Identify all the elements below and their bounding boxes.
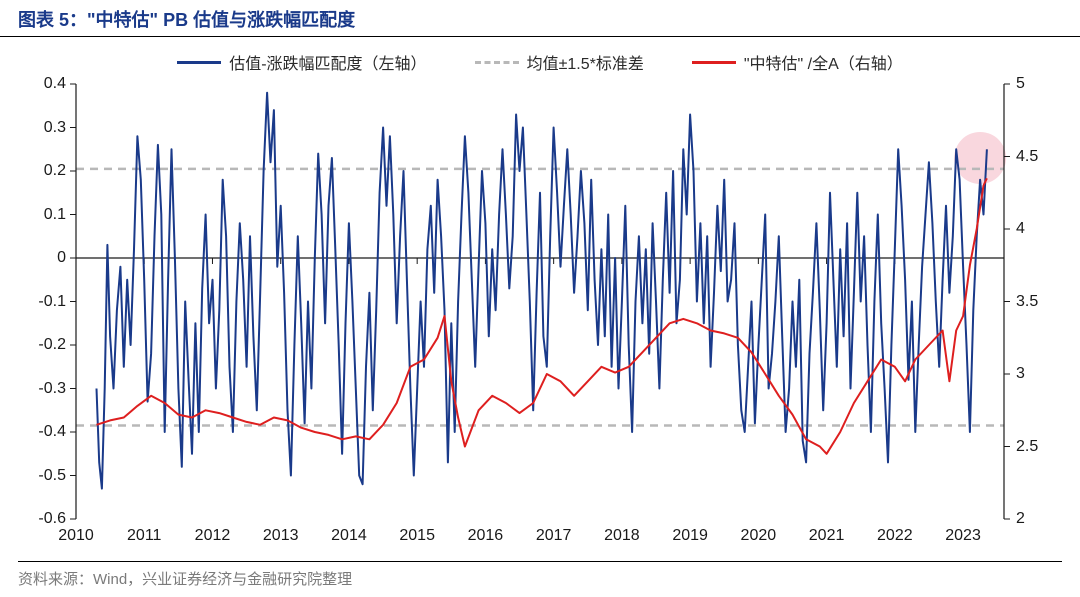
axis-tick-label: -0.1 [38, 293, 66, 311]
axis-tick-label: 2010 [58, 527, 94, 545]
axis-tick-label: 2017 [536, 527, 572, 545]
legend-swatch-navy [177, 61, 221, 64]
axis-tick-label: 2.5 [1016, 438, 1038, 456]
axis-tick-label: 0.3 [44, 119, 66, 137]
axis-tick-label: 2020 [741, 527, 777, 545]
axis-tick-label: 0.4 [44, 75, 66, 93]
plot-area [76, 84, 1004, 519]
legend-label-1: 估值-涨跌幅匹配度（左轴） [229, 50, 426, 74]
axis-tick-label: 4.5 [1016, 148, 1038, 166]
legend-swatch-red [692, 61, 736, 64]
plot-svg [76, 84, 1004, 519]
axis-tick-label: -0.2 [38, 336, 66, 354]
axis-tick-label: 2013 [263, 527, 299, 545]
axis-tick-label: 2018 [604, 527, 640, 545]
axis-tick-label: 2012 [195, 527, 231, 545]
legend-item-3: "中特估" /全A（右轴） [692, 50, 903, 74]
axis-tick-label: 2011 [127, 527, 161, 545]
axis-tick-label: 2016 [468, 527, 504, 545]
axis-tick-label: 5 [1016, 75, 1025, 93]
title-bold: "中特估" PB [87, 10, 193, 30]
axis-tick-label: 4 [1016, 220, 1025, 238]
legend-label-3: "中特估" /全A（右轴） [744, 50, 903, 74]
axis-tick-label: 2015 [399, 527, 435, 545]
axis-tick-label: 2019 [672, 527, 708, 545]
axis-tick-label: -0.3 [38, 380, 66, 398]
legend-label-2: 均值±1.5*标准差 [527, 50, 644, 74]
axis-tick-label: -0.4 [38, 423, 66, 441]
source-text: 资料来源：Wind，兴业证券经济与金融研究院整理 [18, 571, 352, 588]
legend-item-1: 估值-涨跌幅匹配度（左轴） [177, 50, 426, 74]
axis-tick-label: 2022 [877, 527, 913, 545]
title-rest: 估值与涨跌幅匹配度 [193, 10, 355, 30]
chart-area: 估值-涨跌幅匹配度（左轴） 均值±1.5*标准差 "中特估" /全A（右轴） 2… [18, 44, 1062, 555]
legend-item-2: 均值±1.5*标准差 [475, 50, 644, 74]
title-prefix: 图表 5： [18, 10, 87, 30]
legend: 估值-涨跌幅匹配度（左轴） 均值±1.5*标准差 "中特估" /全A（右轴） [18, 50, 1062, 74]
axis-tick-label: 2021 [809, 527, 845, 545]
axis-tick-label: 0 [57, 249, 66, 267]
axis-tick-label: 2 [1016, 510, 1025, 528]
axis-tick-label: -0.5 [38, 467, 66, 485]
axis-tick-label: 2023 [945, 527, 981, 545]
axis-tick-label: 2014 [331, 527, 367, 545]
chart-title: 图表 5："中特估" PB 估值与涨跌幅匹配度 [0, 0, 1080, 37]
legend-swatch-dash [475, 61, 519, 64]
axis-tick-label: -0.6 [38, 510, 66, 528]
axis-tick-label: 0.2 [44, 162, 66, 180]
source-row: 资料来源：Wind，兴业证券经济与金融研究院整理 [18, 561, 1062, 589]
axis-tick-label: 0.1 [44, 206, 66, 224]
axis-tick-label: 3.5 [1016, 293, 1038, 311]
axis-tick-label: 3 [1016, 365, 1025, 383]
